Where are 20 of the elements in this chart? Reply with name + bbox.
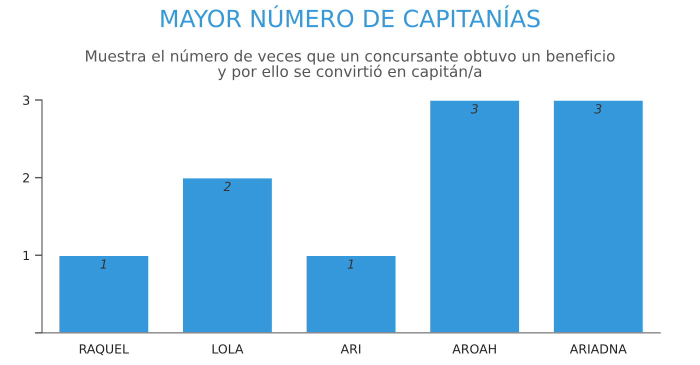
- chart-title: MAYOR NÚMERO DE CAPITANÍAS: [161, 5, 540, 28]
- bar: [305, 254, 397, 333]
- y-tick-label: 1: [24, 250, 30, 260]
- data-label: 1: [100, 260, 106, 269]
- x-tick-label: LOLA: [212, 344, 244, 354]
- bar: [428, 100, 520, 333]
- y-tick-label: 2: [23, 173, 29, 182]
- chart-subtitle: Muestra el número de veces que un concursante obtuvo un beneficio y por ello se convirtió en capitán/a: [86, 49, 615, 80]
- data-label: 3: [470, 104, 478, 114]
- x-tick-label: AROAH: [452, 344, 496, 354]
- bar: [58, 254, 150, 333]
- y-tick-label: 3: [23, 95, 30, 105]
- data-label: 3: [594, 104, 602, 114]
- bar: [182, 176, 274, 333]
- x-tick-label: RAQUEL: [80, 344, 129, 356]
- data-label: 2: [224, 182, 231, 192]
- x-tick-label: ARIADNA: [570, 344, 627, 354]
- data-label: 1: [348, 260, 354, 269]
- bar: [552, 100, 644, 333]
- x-tick-label: ARI: [340, 344, 360, 354]
